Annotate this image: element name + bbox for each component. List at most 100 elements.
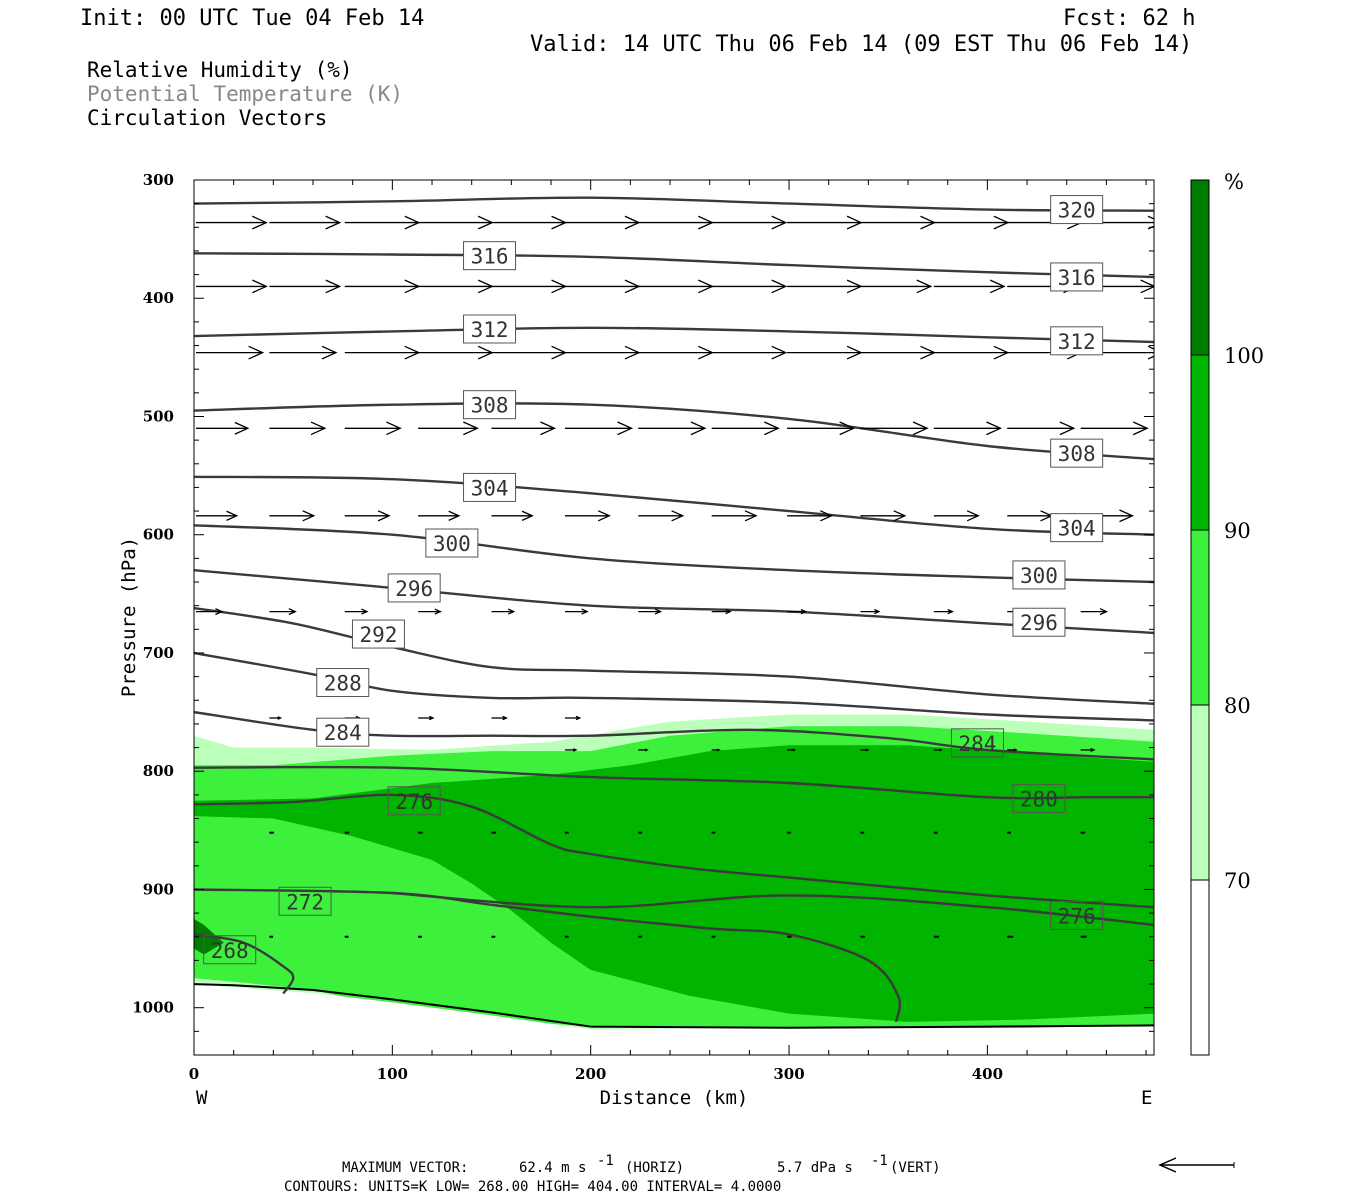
vector-arrow bbox=[933, 608, 954, 615]
vector-arrow bbox=[269, 608, 297, 616]
svg-text:296: 296 bbox=[395, 577, 433, 601]
colorbar-segment bbox=[1191, 180, 1209, 355]
vector-arrow bbox=[860, 748, 870, 752]
x-axis-label: Distance (km) bbox=[600, 1087, 749, 1109]
vector-arrow bbox=[418, 715, 435, 721]
contour-label-292: 292 bbox=[351, 619, 405, 649]
vector-arrow bbox=[491, 421, 557, 436]
colorbar-segment bbox=[1191, 530, 1209, 705]
contour-label-316: 316 bbox=[463, 241, 517, 271]
surface-line bbox=[194, 983, 1154, 1029]
vector-arrow bbox=[860, 510, 907, 522]
svg-text:308: 308 bbox=[1058, 442, 1096, 466]
svg-text:300: 300 bbox=[433, 532, 471, 556]
vector-arrow bbox=[564, 608, 589, 615]
vector-arrow bbox=[269, 716, 283, 720]
contour-label-272: 272 bbox=[278, 886, 332, 916]
svg-text:268: 268 bbox=[211, 939, 249, 963]
vector-arrow bbox=[1080, 421, 1149, 436]
colorbar-label: 70 bbox=[1224, 869, 1251, 893]
x-end-west: W bbox=[196, 1087, 208, 1109]
below-ground bbox=[194, 987, 1154, 1055]
vector-arrow bbox=[196, 421, 250, 435]
vector-arrow bbox=[344, 421, 402, 436]
theta-contour-312 bbox=[194, 326, 1154, 344]
x-end-east: E bbox=[1141, 1087, 1152, 1109]
vector-arrow bbox=[933, 421, 1003, 436]
theta-contour-296 bbox=[194, 569, 1154, 635]
vector-arrow bbox=[638, 608, 663, 615]
vector-arrow bbox=[196, 345, 265, 360]
svg-text:312: 312 bbox=[471, 318, 509, 342]
contour-label-316: 316 bbox=[1050, 262, 1104, 292]
valid-time: Valid: 14 UTC Thu 06 Feb 14 (09 EST Thu … bbox=[530, 32, 1192, 57]
vector-arrow bbox=[638, 215, 714, 230]
vector-arrow bbox=[933, 279, 1006, 294]
contour-label-268: 268 bbox=[203, 935, 257, 965]
y-tick-label: 500 bbox=[143, 407, 174, 425]
svg-text:320: 320 bbox=[1058, 199, 1096, 223]
contour-label-300: 300 bbox=[1012, 560, 1066, 590]
vector-arrow bbox=[638, 510, 685, 522]
vector-arrow bbox=[491, 608, 516, 615]
vector-arrow bbox=[787, 215, 863, 230]
y-tick-label: 900 bbox=[143, 880, 174, 898]
vector-arrow bbox=[711, 748, 721, 752]
vector-arrow bbox=[1007, 421, 1076, 436]
svg-text:312: 312 bbox=[1058, 330, 1096, 354]
svg-text:300: 300 bbox=[1020, 564, 1058, 588]
vector-arrow bbox=[491, 345, 568, 360]
contour-label-284: 284 bbox=[316, 717, 370, 747]
vector-arrow bbox=[638, 345, 714, 360]
svg-text:304: 304 bbox=[1058, 517, 1096, 541]
contour-label-288: 288 bbox=[316, 668, 370, 698]
theta-contour-308 bbox=[194, 402, 1154, 461]
contour-label-300: 300 bbox=[425, 528, 479, 558]
vector-arrow bbox=[711, 510, 758, 522]
vector-arrow bbox=[564, 715, 582, 721]
footer-max-vert: 5.7 dPa s bbox=[777, 1160, 853, 1176]
vector-arrow bbox=[933, 345, 1010, 360]
contour-label-284: 284 bbox=[950, 728, 1004, 758]
vector-arrow bbox=[269, 345, 338, 360]
theta-contour-272 bbox=[392, 891, 1154, 927]
legend-vectors: Circulation Vectors bbox=[87, 106, 327, 130]
x-tick-label: 0 bbox=[189, 1065, 199, 1083]
colorbar-segment bbox=[1191, 705, 1209, 880]
vector-arrow bbox=[564, 748, 578, 752]
svg-text:284: 284 bbox=[959, 732, 997, 756]
vector-arrow bbox=[418, 345, 494, 360]
vector-arrow bbox=[564, 345, 641, 360]
reference-vector-icon bbox=[1158, 1157, 1235, 1173]
vector-arrow bbox=[564, 421, 634, 436]
colorbar-segment bbox=[1191, 880, 1209, 1055]
x-tick-label: 200 bbox=[575, 1065, 606, 1083]
vector-arrow bbox=[933, 510, 980, 522]
theta-contour-280 bbox=[194, 765, 1154, 800]
vector-arrow bbox=[269, 510, 316, 522]
y-axis-label: Pressure (hPa) bbox=[118, 537, 140, 697]
rh-fills bbox=[194, 714, 1154, 1029]
vector-arrow bbox=[344, 510, 391, 522]
footer-exp-1: -1 bbox=[597, 1153, 614, 1169]
x-tick-label: 100 bbox=[377, 1065, 408, 1083]
theta-contour-292 bbox=[194, 606, 1154, 705]
colorbar: 100 90 80 70 bbox=[1190, 179, 1264, 1056]
theta-contour-272 bbox=[194, 888, 902, 1023]
footer-exp-2: -1 bbox=[871, 1153, 888, 1169]
vector-arrow bbox=[787, 345, 863, 360]
contour-label-304: 304 bbox=[1050, 513, 1104, 543]
vector-arrow bbox=[1080, 747, 1096, 753]
vector-arrow bbox=[196, 279, 268, 294]
vector-arrow bbox=[491, 510, 534, 521]
x-tick-label: 300 bbox=[773, 1065, 804, 1083]
footer-contours: CONTOURS: UNITS=K LOW= 268.00 HIGH= 404.… bbox=[284, 1179, 781, 1195]
vector-arrow bbox=[711, 215, 788, 230]
vector-arrow bbox=[860, 215, 937, 230]
plot-frame bbox=[193, 179, 1155, 1056]
vector-arrow bbox=[638, 421, 707, 436]
footer-horiz-tag: (HORIZ) bbox=[625, 1160, 684, 1176]
vector-arrow bbox=[269, 421, 327, 436]
svg-text:296: 296 bbox=[1020, 611, 1058, 635]
